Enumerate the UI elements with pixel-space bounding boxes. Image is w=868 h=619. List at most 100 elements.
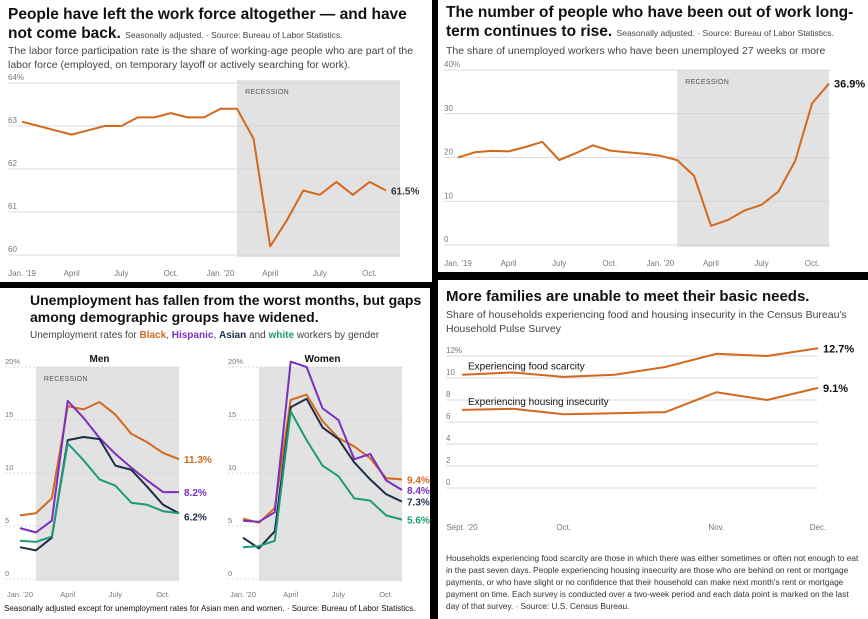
y-tick-label: 4 bbox=[446, 434, 451, 443]
series-line-asian bbox=[242, 397, 403, 550]
x-tick-label: April bbox=[64, 269, 80, 278]
y-tick-label: 10 bbox=[5, 463, 13, 472]
series-line-hispanic bbox=[19, 399, 179, 534]
end-value-label: 8.2% bbox=[184, 488, 207, 499]
x-tick-label: Jan. '20 bbox=[230, 590, 256, 599]
legend-black: Black bbox=[139, 330, 167, 341]
recession-shade bbox=[677, 70, 829, 247]
y-tick-label: 10 bbox=[228, 463, 236, 472]
y-tick-label: 64% bbox=[8, 73, 24, 82]
demographic-subtitle: Unemployment rates for Black, Hispanic, … bbox=[30, 330, 380, 341]
y-tick-label: 5 bbox=[228, 516, 232, 525]
x-tick-label: Jan. '20 bbox=[7, 590, 33, 599]
y-tick-label: 6 bbox=[446, 412, 451, 421]
pulse-subtitle: Share of households experiencing food an… bbox=[446, 309, 847, 336]
x-tick-label: April bbox=[60, 590, 75, 599]
y-tick-label: 8 bbox=[446, 390, 451, 399]
longterm-panel: The number of people who have been out o… bbox=[438, 0, 868, 272]
end-value-label: 9.4% bbox=[407, 475, 430, 486]
lfpr-chart: RECESSION 60 61 62 63 64% Jan. '19 April July Oct… bbox=[8, 73, 419, 278]
x-tick-label: Jan. '19 bbox=[444, 259, 472, 268]
y-tick-label: 40% bbox=[444, 60, 460, 69]
y-tick-label: 60 bbox=[8, 245, 17, 254]
y-tick-label: 20% bbox=[5, 357, 20, 366]
x-tick-label: Jan. '20 bbox=[207, 269, 235, 278]
longterm-note: Seasonally adjusted. · Source: Bureau of… bbox=[616, 27, 834, 38]
y-tick-label: 20 bbox=[444, 148, 453, 157]
x-tick-label: Oct. bbox=[602, 259, 617, 268]
x-tick-label: Oct. bbox=[164, 269, 179, 278]
y-tick-label: 10 bbox=[444, 191, 453, 200]
recession-shade bbox=[237, 80, 400, 257]
x-tick-label: July bbox=[114, 269, 128, 278]
end-value-label: 5.6% bbox=[407, 516, 430, 527]
x-tick-label: Nov. bbox=[708, 523, 724, 532]
pulse-panel: More families are unable to meet their b… bbox=[438, 280, 868, 619]
legend-hispanic: Hispanic bbox=[171, 330, 214, 341]
y-tick-label: 10 bbox=[446, 368, 455, 377]
series-line-white bbox=[242, 410, 403, 549]
x-tick-label: Oct. bbox=[805, 259, 820, 268]
y-tick-label: 0 bbox=[444, 235, 449, 244]
end-value-label: 7.3% bbox=[407, 498, 430, 509]
women-chart: 0 5 10 15 20% Jan. '20 April July Oct. 9.4%8.4%7.… bbox=[228, 354, 430, 599]
lfpr-title: People have left the work force altogeth… bbox=[8, 6, 407, 42]
legend-asian: Asian bbox=[219, 330, 247, 341]
x-tick-label: Sept. '20 bbox=[446, 523, 478, 532]
y-tick-label: 0 bbox=[228, 569, 232, 578]
x-tick-label: July bbox=[313, 269, 327, 278]
demographic-title: Unemployment has fallen from the worst m… bbox=[30, 292, 422, 325]
series-name-label: Experiencing food scarcity bbox=[468, 362, 585, 373]
y-tick-label: 61 bbox=[8, 202, 17, 211]
series-line-white bbox=[19, 442, 180, 543]
recession-shade bbox=[35, 367, 180, 581]
x-tick-label: July bbox=[754, 259, 768, 268]
series-line-experiencing-food-scarcity bbox=[461, 347, 819, 378]
recession-label: RECESSION bbox=[685, 79, 729, 86]
y-tick-label: 2 bbox=[446, 456, 451, 465]
longterm-subtitle: The share of unemployed workers who have… bbox=[446, 45, 826, 57]
small-multiple-title: Women bbox=[305, 354, 341, 365]
x-tick-label: July bbox=[552, 259, 566, 268]
pulse-title: More families are unable to meet their b… bbox=[446, 288, 810, 305]
series-line-0 bbox=[21, 107, 387, 248]
small-multiple-title: Men bbox=[90, 354, 110, 365]
x-tick-label: July bbox=[332, 590, 346, 599]
series-line-experiencing-housing-insecurity bbox=[461, 386, 819, 416]
x-tick-label: April bbox=[501, 259, 517, 268]
men-chart: RECESSION 0 5 10 15 20% Jan. '20 April July Oct. 1… bbox=[5, 354, 212, 599]
longterm-title: The number of people who have been out o… bbox=[446, 4, 854, 40]
lfpr-subtitle: The labor force participation rate is th… bbox=[8, 45, 414, 72]
end-value-label: 12.7% bbox=[823, 343, 854, 355]
y-tick-label: 0 bbox=[446, 478, 451, 487]
demographic-panel: Unemployment has fallen from the worst m… bbox=[0, 288, 430, 619]
x-tick-label: Dec. bbox=[810, 523, 826, 532]
series-line-hispanic bbox=[242, 360, 403, 523]
end-value-label: 61.5% bbox=[391, 187, 419, 198]
longterm-chart: RECESSION 0 10 20 30 40% Jan. '19 April July Oct.… bbox=[444, 60, 865, 268]
recession-label: RECESSION bbox=[245, 89, 289, 96]
y-tick-label: 0 bbox=[5, 569, 9, 578]
pulse-footnote: Households experiencing food scarcity ar… bbox=[446, 553, 859, 612]
x-tick-label: Oct. bbox=[362, 269, 377, 278]
y-tick-label: 12% bbox=[446, 346, 462, 355]
x-tick-label: Oct. bbox=[156, 590, 170, 599]
x-tick-label: Oct. bbox=[556, 523, 571, 532]
x-tick-label: Oct. bbox=[379, 590, 393, 599]
legend-white: white bbox=[268, 330, 295, 341]
series-line-asian bbox=[19, 436, 180, 552]
end-value-label: 36.9% bbox=[834, 79, 865, 91]
x-tick-label: April bbox=[283, 590, 298, 599]
series-line-0 bbox=[457, 82, 830, 227]
x-tick-label: July bbox=[109, 590, 123, 599]
x-tick-label: Jan. '20 bbox=[646, 259, 674, 268]
pulse-chart: 0 2 4 6 8 10 12% Sept. '20 Oct. Nov. Dec. 12.7% Expe… bbox=[446, 343, 854, 532]
recession-label: RECESSION bbox=[44, 376, 88, 383]
x-tick-label: April bbox=[262, 269, 278, 278]
end-value-label: 6.2% bbox=[184, 512, 207, 523]
y-tick-label: 30 bbox=[444, 104, 453, 113]
x-tick-label: Jan. '19 bbox=[8, 269, 36, 278]
y-tick-label: 62 bbox=[8, 159, 17, 168]
x-tick-label: April bbox=[703, 259, 719, 268]
end-value-label: 9.1% bbox=[823, 383, 848, 395]
